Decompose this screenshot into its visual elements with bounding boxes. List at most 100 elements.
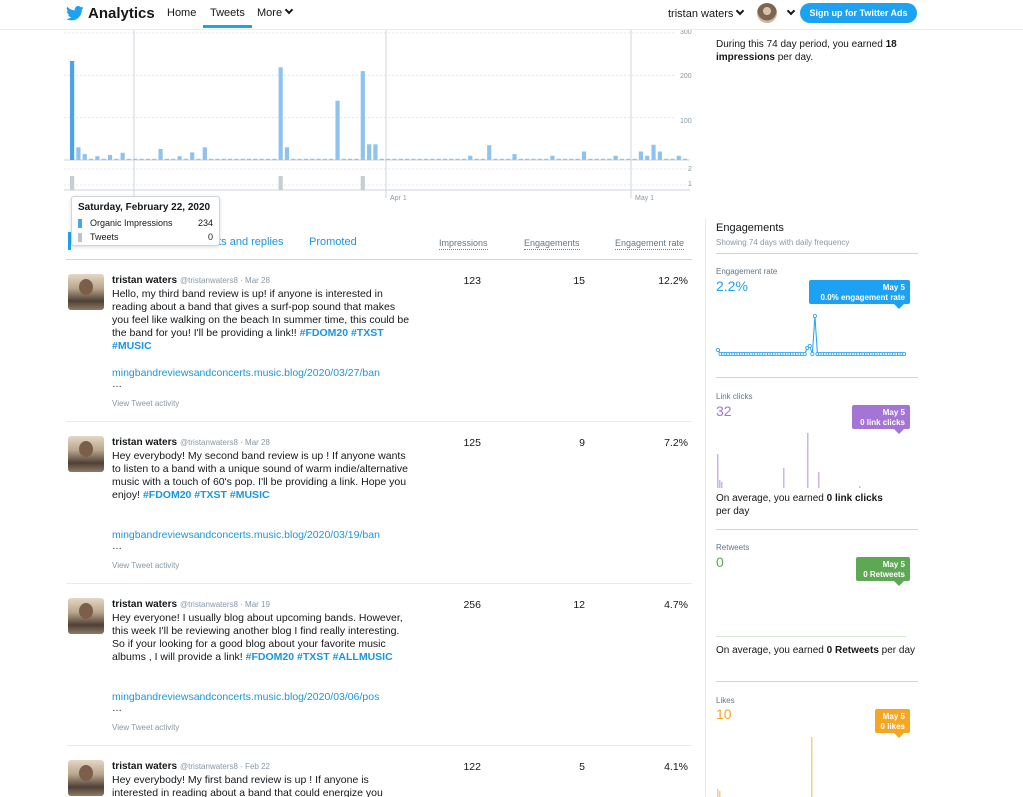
chart-bar [525, 158, 530, 160]
tweet-link[interactable]: mingbandreviewsandconcerts.music.blog/20… [112, 367, 380, 379]
y-tick-label: 2 [688, 166, 692, 173]
tweet-body: Hey everybody! My first band review is u… [112, 774, 383, 797]
chart-bar [556, 158, 561, 160]
tweet-row[interactable]: tristan waters @tristanwaters8 · Feb 22 H… [66, 746, 692, 797]
chart-bar [480, 158, 485, 160]
chart-bar [544, 158, 549, 160]
chart-bar [436, 158, 441, 160]
avatar[interactable] [68, 436, 104, 472]
avatar[interactable] [68, 274, 104, 310]
callout-date: May 5 [882, 560, 905, 569]
avg-suffix: per day [716, 506, 750, 517]
tweet-row[interactable]: tristan waters @tristanwaters8 · Mar 28 H… [66, 422, 692, 584]
impressions-chart-svg [64, 30, 690, 198]
tab-promoted[interactable]: Promoted [309, 236, 357, 248]
retweets-callout: May 5 0 Retweets [856, 557, 910, 586]
tweet-handle: @tristanwaters8 · Mar 28 [180, 438, 270, 447]
tweet-author[interactable]: tristan waters [112, 599, 178, 610]
engagements-value: 5 [579, 761, 585, 773]
x-tick-label: May 1 [635, 195, 655, 202]
view-tweet-activity-link[interactable]: View Tweet activity [112, 723, 180, 732]
per-day-text: per day. [774, 52, 814, 63]
engagement-rate-sparkline [716, 314, 907, 357]
callout-text: 0 Retweets [863, 570, 905, 579]
link-clicks-label: Link clicks [716, 392, 753, 401]
likes-total: 10 [716, 706, 732, 722]
view-tweet-activity-link[interactable]: View Tweet activity [112, 399, 180, 408]
view-tweet-activity-link[interactable]: View Tweet activity [112, 561, 180, 570]
likes-callout: May 5 0 likes [875, 709, 910, 738]
tweet-row[interactable]: tristan waters @tristanwaters8 · Mar 19 H… [66, 584, 692, 746]
engagements-title: Engagements [716, 222, 784, 234]
chart-bar [518, 158, 523, 160]
callout-text: 0.0% engagement rate [820, 293, 905, 302]
tweet-link[interactable]: mingbandreviewsandconcerts.music.blog/20… [112, 691, 380, 703]
tooltip-row: Organic Impressions 234 [78, 216, 213, 230]
sparkline-bar [717, 789, 719, 797]
likes-label: Likes [716, 696, 735, 705]
nav-tweets[interactable]: Tweets [203, 7, 252, 28]
chart-bar [537, 158, 542, 160]
user-menu[interactable]: tristan waters [668, 6, 745, 20]
chart-bar [676, 155, 681, 160]
chart-bar [499, 158, 504, 160]
avatar[interactable] [757, 3, 777, 23]
chart-bar [670, 158, 675, 160]
brand-title: Analytics [88, 5, 155, 22]
legend-swatch [78, 218, 82, 228]
col-header-impressions[interactable]: Impressions [439, 238, 488, 250]
tweet-header: tristan waters @tristanwaters8 · Mar 28 [112, 437, 270, 448]
twitter-bird-icon [66, 6, 84, 21]
user-name-label: tristan waters [668, 8, 734, 20]
chart-bar [76, 147, 81, 160]
tweet-count-bar [70, 176, 75, 190]
tweet-hashtags[interactable]: #FDOM20 #TXST #ALLMUSIC [245, 651, 393, 663]
chart-bar [581, 151, 587, 160]
chart-bar [183, 158, 188, 160]
nav-home[interactable]: Home [167, 7, 197, 19]
tweet-row[interactable]: tristan waters @tristanwaters8 · Mar 28 H… [66, 260, 692, 422]
sign-up-ads-button[interactable]: Sign up for Twitter Ads [800, 3, 917, 23]
tweet-tabs: ets and replies Promoted Impressions Eng… [66, 232, 692, 260]
tweet-author[interactable]: tristan waters [112, 761, 178, 772]
col-header-engagements[interactable]: Engagements [524, 238, 580, 250]
tweet-hashtags[interactable]: #FDOM20 #TXST #MUSIC [142, 489, 270, 501]
chart-bar [171, 158, 176, 160]
nav-more[interactable]: More [257, 5, 294, 19]
period-summary: During this 74 day period, you earned 18… [716, 38, 916, 64]
tweet-hashtags[interactable]: #FDOM20 #TXST #MUSIC [112, 327, 384, 352]
tweet-header: tristan waters @tristanwaters8 · Feb 22 [112, 761, 270, 772]
tweet-author[interactable]: tristan waters [112, 437, 178, 448]
col-header-engagement-rate[interactable]: Engagement rate [615, 238, 685, 250]
chart-bar [335, 100, 340, 160]
tweet-text: Hey everybody! My second band review is … [112, 450, 410, 502]
tweet-ellipsis: … [112, 541, 122, 552]
chart-bar [196, 158, 201, 160]
link-clicks-sparkline [717, 433, 861, 488]
tweet-handle: @tristanwaters8 · Feb 22 [180, 762, 270, 771]
chart-bar [645, 155, 650, 160]
chevron-down-icon[interactable] [786, 6, 796, 16]
chart-bar [158, 148, 163, 160]
sparkline-bar [719, 791, 721, 797]
chart-bar [272, 158, 277, 160]
avg-prefix: On average, you earned [716, 493, 827, 504]
brand[interactable]: Analytics [66, 5, 155, 22]
link-clicks-callout: May 5 0 link clicks [852, 405, 910, 434]
period-prefix: During this 74 day period, you earned [716, 39, 886, 50]
avatar[interactable] [68, 598, 104, 634]
avatar[interactable] [68, 760, 104, 796]
divider [716, 529, 918, 530]
tweet-text: Hello, my third band review is up! if an… [112, 288, 410, 353]
tab-tweets-and-replies[interactable]: ets and replies [212, 236, 284, 248]
impressions-value: 122 [463, 761, 481, 773]
sparkline-point [802, 352, 807, 357]
avg-bold: 0 link clicks [826, 493, 883, 504]
tweet-author[interactable]: tristan waters [112, 275, 178, 286]
chart-bar [234, 158, 239, 160]
chart-bar [120, 152, 125, 160]
tweet-ellipsis: … [112, 703, 122, 714]
retweets-average: On average, you earned 0 Retweets per da… [716, 644, 916, 657]
y-tick-label: 200 [680, 73, 692, 80]
tweet-link[interactable]: mingbandreviewsandconcerts.music.blog/20… [112, 529, 380, 541]
